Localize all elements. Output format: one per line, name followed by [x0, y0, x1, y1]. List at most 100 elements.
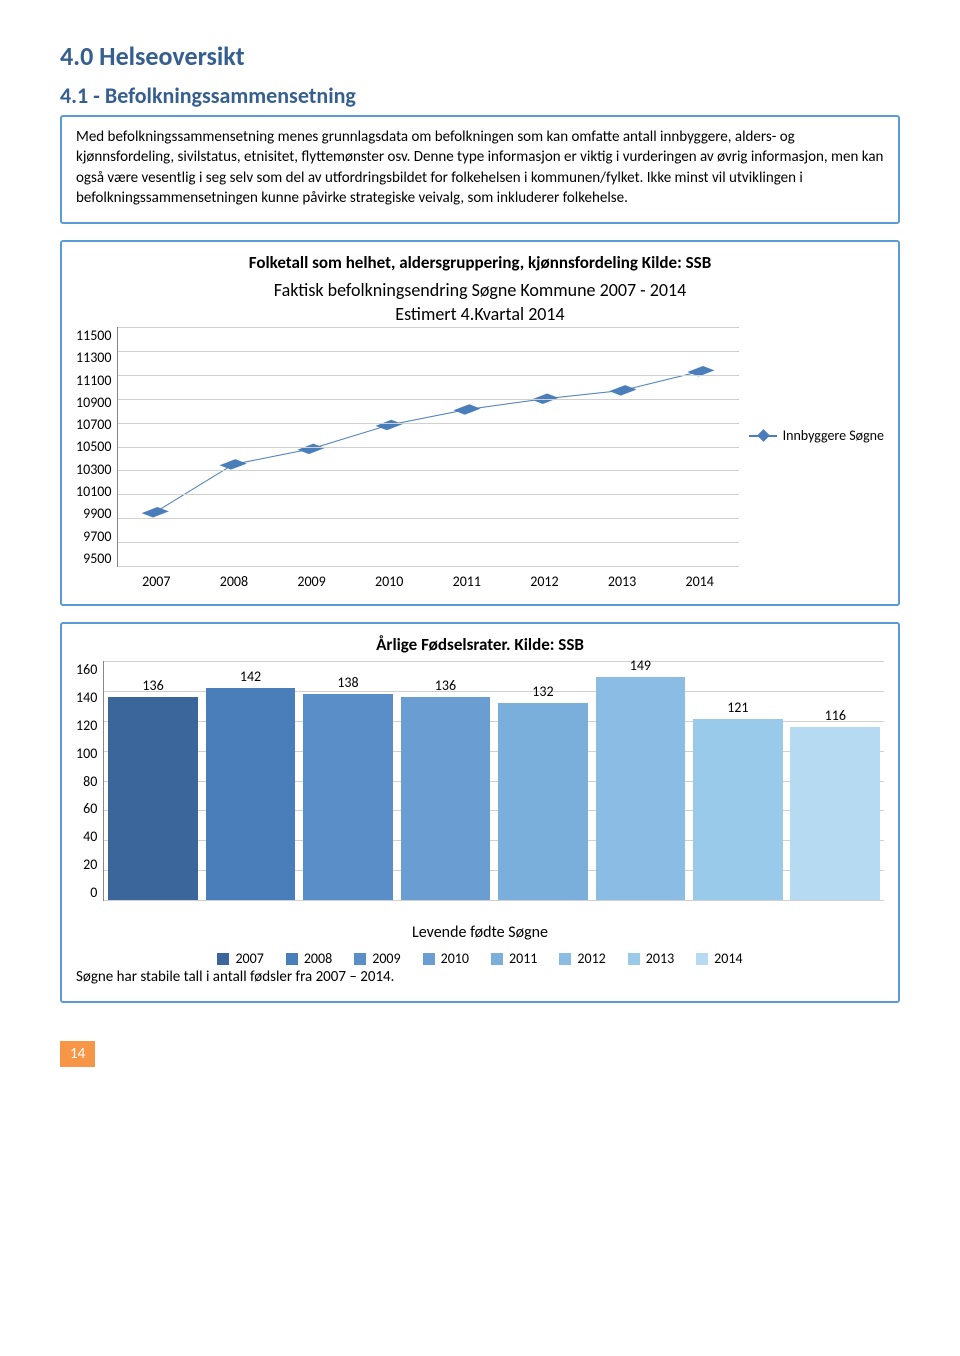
line-chart-subtitle-2: Estimert 4.Kvartal 2014 — [76, 303, 884, 325]
line-x-tick: 2010 — [350, 573, 428, 590]
legend-year: 2013 — [646, 950, 674, 967]
legend-year: 2012 — [577, 950, 605, 967]
bar-y-tick: 140 — [76, 689, 97, 706]
line-y-axis: 1150011300111001090010700105001030010100… — [76, 327, 117, 567]
bar-chart-panel: Årlige Fødselsrater. Kilde: SSB 160 140 12… — [60, 622, 900, 1003]
gridline — [118, 470, 738, 471]
bar: 132 — [498, 703, 588, 900]
bar-legend-item: 2011 — [491, 950, 537, 967]
bar: 116 — [790, 727, 880, 900]
legend-year: 2010 — [441, 950, 469, 967]
line-y-tick: 10500 — [76, 438, 111, 455]
bar-chart-title: Årlige Fødselsrater. Kilde: SSB — [76, 634, 884, 655]
line-point — [454, 404, 481, 414]
bar-legend-item: 2012 — [559, 950, 605, 967]
bar-legend-item: 2014 — [696, 950, 742, 967]
legend-year: 2014 — [714, 950, 742, 967]
line-x-tick: 2008 — [195, 573, 273, 590]
line-point — [610, 385, 637, 395]
bar-value-label: 138 — [303, 674, 393, 691]
gridline — [118, 351, 738, 352]
legend-swatch — [286, 953, 298, 965]
line-y-tick: 10700 — [76, 416, 111, 433]
gridline — [118, 494, 738, 495]
bar-slot: 136 — [104, 661, 201, 900]
gridline — [118, 542, 738, 543]
line-y-tick: 11300 — [76, 349, 111, 366]
line-chart-subtitle-1: Faktisk befolkningsendring Søgne Kommune… — [76, 279, 884, 301]
bar: 138 — [303, 694, 393, 900]
legend-swatch — [491, 953, 503, 965]
bar-y-tick: 20 — [76, 856, 97, 873]
bar-value-label: 142 — [206, 668, 296, 685]
bar-slot: 149 — [592, 661, 689, 900]
line-y-tick: 11500 — [76, 327, 111, 344]
bar: 149 — [596, 677, 686, 900]
legend-swatch — [696, 953, 708, 965]
legend-swatch — [628, 953, 640, 965]
legend-year: 2007 — [235, 950, 263, 967]
line-y-tick: 9900 — [76, 505, 111, 522]
line-plot-area — [117, 327, 738, 567]
gridline — [118, 423, 738, 424]
sub-title: 4.1 - Befolkningssammensetning — [60, 82, 900, 109]
line-legend-label: Innbyggere Søgne — [783, 427, 884, 444]
line-chart-title: Folketall som helhet, aldersgruppering, … — [76, 252, 884, 273]
bar-legend-item: 2008 — [286, 950, 332, 967]
gridline — [118, 566, 738, 567]
intro-panel: Med befolkningssammensetning menes grunn… — [60, 115, 900, 224]
bar-value-label: 136 — [108, 677, 198, 694]
bar-x-caption: Levende fødte Søgne — [76, 923, 884, 942]
legend-swatch — [354, 953, 366, 965]
bar-slot: 116 — [787, 661, 884, 900]
bar-legend-item: 2007 — [217, 950, 263, 967]
legend-year: 2008 — [304, 950, 332, 967]
bar-y-tick: 60 — [76, 800, 97, 817]
line-y-tick: 10300 — [76, 461, 111, 478]
bar-y-tick: 160 — [76, 661, 97, 678]
intro-text: Med befolkningssammensetning menes grunn… — [76, 127, 884, 208]
bar-y-tick: 0 — [76, 884, 97, 901]
bar-y-tick: 100 — [76, 745, 97, 762]
bar-slot: 132 — [494, 661, 591, 900]
bar-value-label: 149 — [596, 657, 686, 674]
bar-plot-area: 136142138136132149121116 — [103, 661, 884, 901]
bar-legend-item: 2009 — [354, 950, 400, 967]
legend-year: 2009 — [372, 950, 400, 967]
line-y-tick: 11100 — [76, 372, 111, 389]
bar-slot: 138 — [299, 661, 396, 900]
bar-value-label: 116 — [790, 707, 880, 724]
gridline — [118, 518, 738, 519]
gridline — [104, 900, 884, 901]
line-chart-panel: Folketall som helhet, aldersgruppering, … — [60, 240, 900, 606]
line-point — [298, 444, 325, 454]
bar-legend-item: 2013 — [628, 950, 674, 967]
bar: 136 — [401, 697, 491, 900]
line-x-tick: 2012 — [506, 573, 584, 590]
line-legend: Innbyggere Søgne — [749, 327, 884, 444]
line-y-tick: 10100 — [76, 483, 111, 500]
legend-swatch — [423, 953, 435, 965]
line-y-tick: 9500 — [76, 550, 111, 567]
line-x-tick: 2013 — [583, 573, 661, 590]
legend-swatch — [217, 953, 229, 965]
bar: 142 — [206, 688, 296, 900]
bar-slot: 142 — [202, 661, 299, 900]
line-point — [142, 507, 169, 517]
bar: 136 — [108, 697, 198, 900]
section-title: 4.0 Helseoversikt — [60, 40, 900, 72]
bar-y-axis: 160140120100806040200 — [76, 661, 103, 901]
line-x-tick: 2007 — [117, 573, 195, 590]
gridline — [118, 375, 738, 376]
bar-value-label: 136 — [401, 677, 491, 694]
bar: 121 — [693, 719, 783, 900]
bar-chart: 160140120100806040200 136142138136132149… — [76, 661, 884, 901]
bar-value-label: 132 — [498, 683, 588, 700]
bar-slot: 121 — [689, 661, 786, 900]
gridline — [118, 327, 738, 328]
line-x-tick: 2009 — [273, 573, 351, 590]
page-number: 14 — [60, 1041, 95, 1067]
legend-swatch — [559, 953, 571, 965]
gridline — [118, 447, 738, 448]
bar-value-label: 121 — [693, 699, 783, 716]
